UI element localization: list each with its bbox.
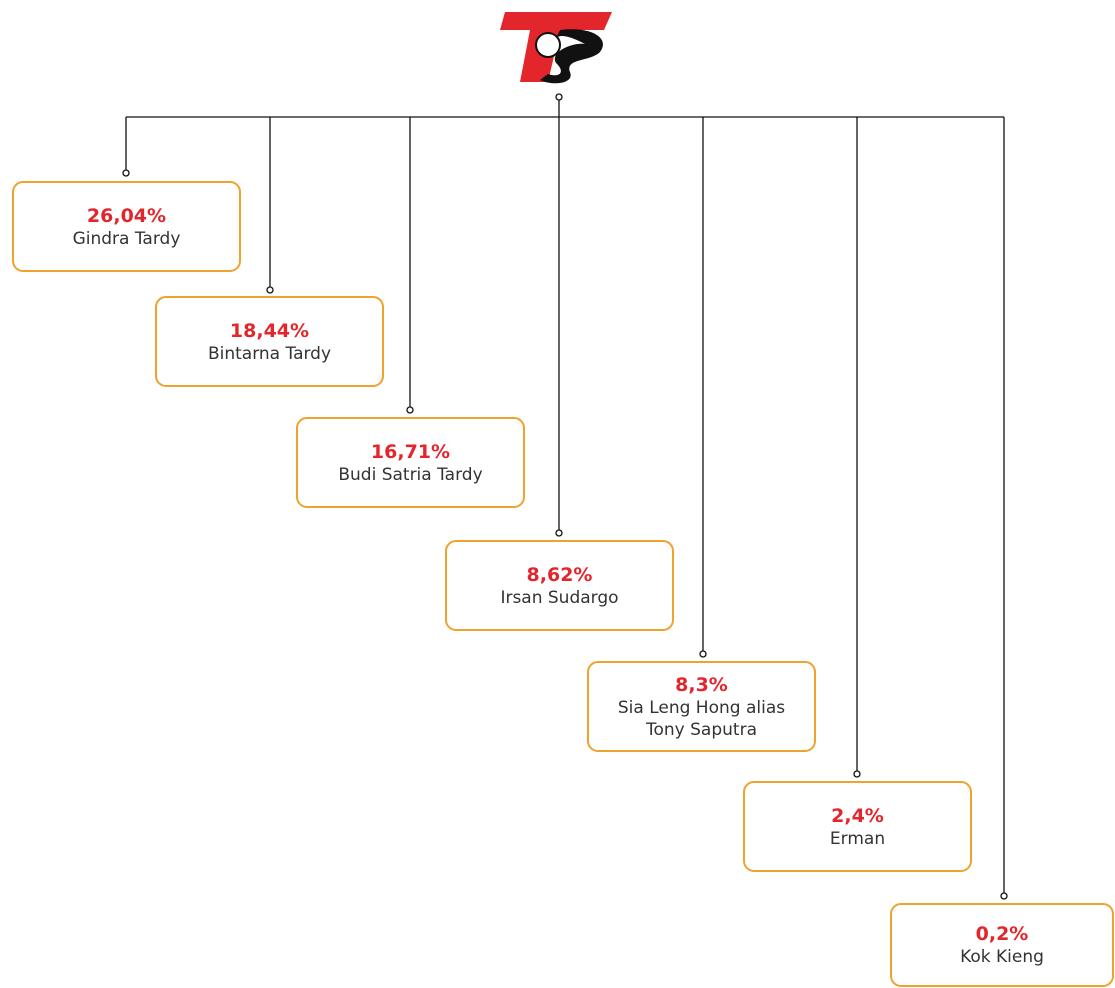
name: Erman xyxy=(829,828,886,849)
name: Gindra Tardy xyxy=(72,228,181,249)
name: Irsan Sudargo xyxy=(500,587,619,608)
percent: 0,2% xyxy=(975,923,1029,945)
shareholder-box: 2,4% Erman xyxy=(743,781,972,872)
shareholder-box: 8,3% Sia Leng Hong alias Tony Saputra xyxy=(587,661,816,752)
percent: 16,71% xyxy=(370,440,451,463)
shareholder-box: 0,2% Kok Kieng xyxy=(890,903,1114,987)
shareholder-box: 16,71% Budi Satria Tardy xyxy=(296,417,525,508)
percent: 18,44% xyxy=(229,319,310,342)
name: Budi Satria Tardy xyxy=(338,464,483,485)
shareholder-box: 26,04% Gindra Tardy xyxy=(12,181,241,272)
percent: 8,3% xyxy=(675,673,728,696)
shareholder-box: 8,62% Irsan Sudargo xyxy=(445,540,674,631)
percent: 8,62% xyxy=(526,563,593,586)
logo xyxy=(500,12,612,84)
shareholder-box: 18,44% Bintarna Tardy xyxy=(155,296,384,387)
percent: 26,04% xyxy=(86,204,167,227)
name: Bintarna Tardy xyxy=(207,343,332,364)
name: Sia Leng Hong alias Tony Saputra xyxy=(617,697,786,740)
percent: 2,4% xyxy=(831,804,884,827)
name: Kok Kieng xyxy=(960,947,1044,967)
